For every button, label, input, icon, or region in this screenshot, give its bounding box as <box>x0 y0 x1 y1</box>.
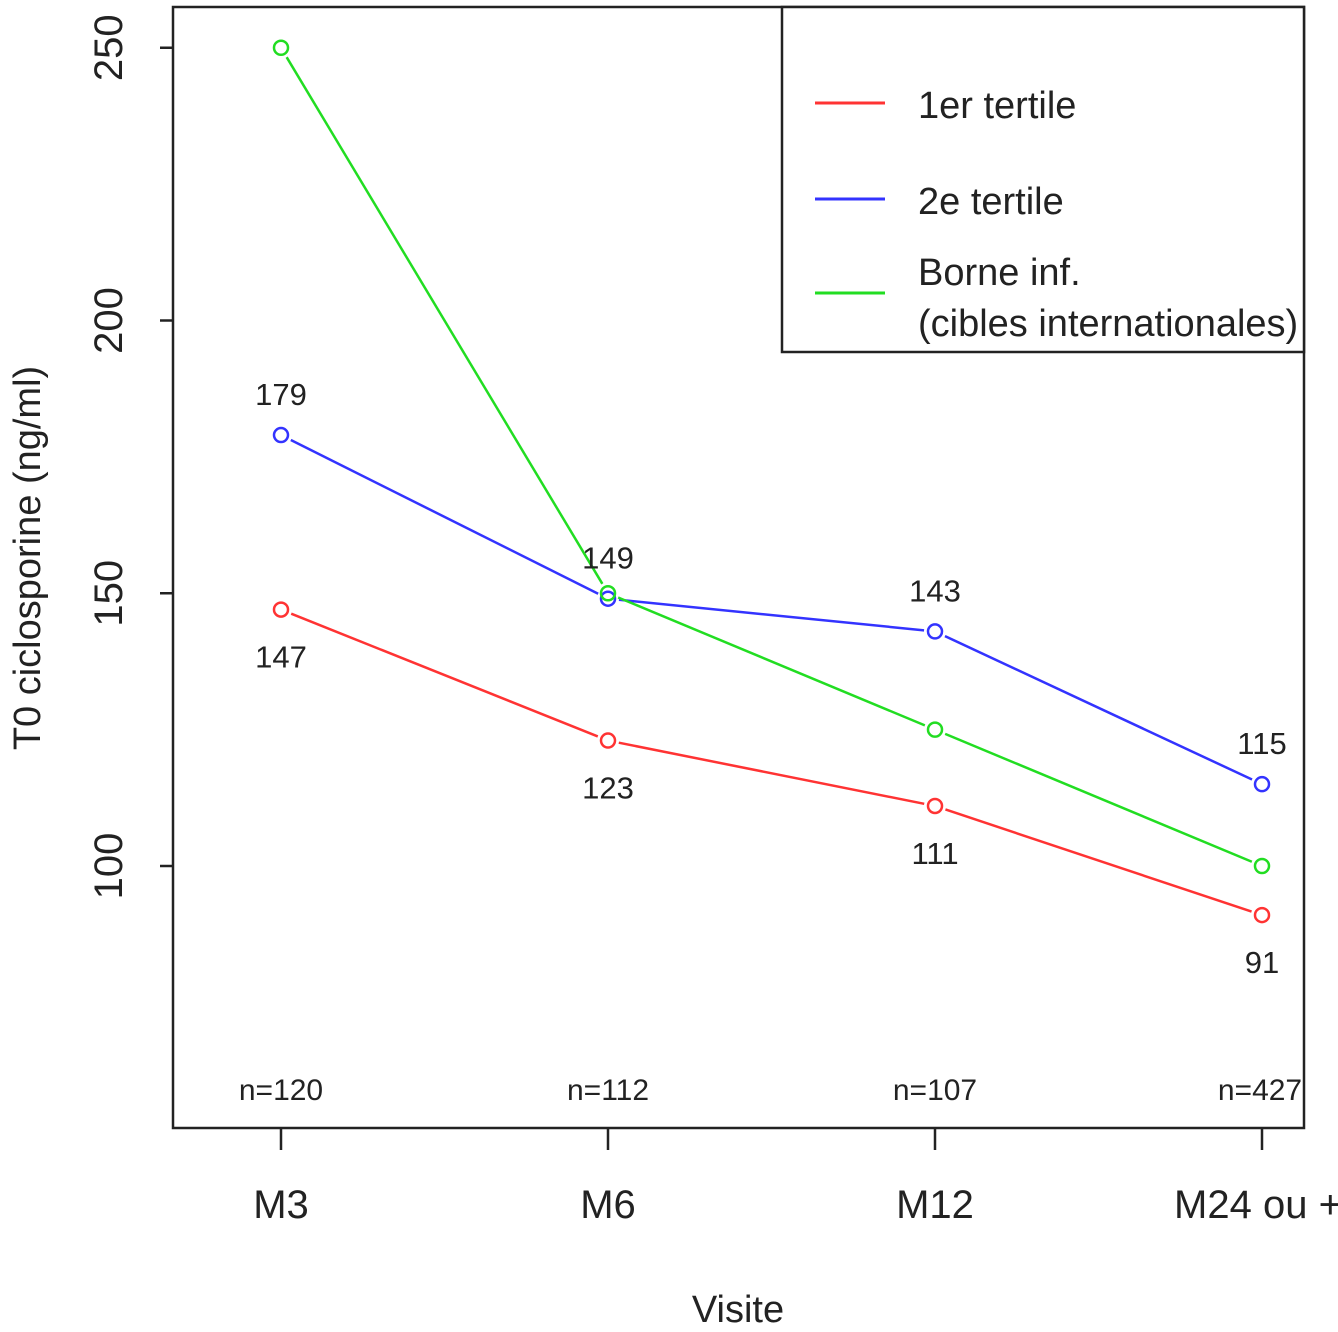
data-label-1er-tertile: 147 <box>255 640 307 675</box>
series-layer <box>272 39 1271 924</box>
x-tick-label: M6 <box>580 1183 636 1227</box>
legend-label-1er-tertile: 1er tertile <box>918 85 1076 127</box>
legend-label-2e-tertile: 2e tertile <box>918 181 1064 223</box>
data-label-2e-tertile: 149 <box>582 541 634 576</box>
data-label-2e-tertile: 179 <box>255 377 307 412</box>
y-tick-label: 100 <box>87 833 131 900</box>
legend-label-borne-inf: Borne inf. <box>918 252 1081 294</box>
sample-size-label: n=120 <box>239 1074 323 1107</box>
series-line-2e-tertile <box>290 438 599 595</box>
data-point-2e-tertile <box>599 590 617 607</box>
sample-size-labels: n=120 n=112 n=107 n=427 <box>239 1074 1302 1107</box>
series-line-2e-tertile <box>944 634 1253 781</box>
x-axis-title: Visite <box>692 1289 784 1331</box>
data-point-borne-inf <box>599 585 617 602</box>
data-point-1er-tertile <box>926 797 944 815</box>
series-line-1er-tertile <box>618 741 925 806</box>
data-label-2e-tertile: 115 <box>1237 726 1286 761</box>
data-point-1er-tertile <box>1253 906 1271 924</box>
data-point-2e-tertile <box>272 426 290 444</box>
x-tick-label: M12 <box>896 1183 974 1227</box>
data-labels: 147 123 111 91 179 149 143 115 <box>255 377 1287 980</box>
data-label-2e-tertile: 143 <box>909 573 961 608</box>
plot-frame <box>171 5 1306 1130</box>
series-line-borne-inf <box>285 56 604 585</box>
y-axis: 100 150 200 250 <box>87 14 173 899</box>
x-tick-label: M3 <box>253 1183 309 1227</box>
y-tick-label: 200 <box>87 287 131 354</box>
data-point-1er-tertile <box>599 732 617 749</box>
data-point-borne-inf <box>1253 857 1271 875</box>
y-tick-label: 250 <box>87 14 131 81</box>
y-tick-label: 150 <box>87 560 131 627</box>
series-line-1er-tertile <box>945 808 1252 913</box>
x-axis: M3 M6 M12 M24 ou + <box>253 1128 1338 1227</box>
legend-label-borne-inf-line2: (cibles internationales) <box>918 303 1298 345</box>
series-line-borne-inf <box>617 596 926 727</box>
data-point-borne-inf <box>926 721 944 738</box>
series-line-2e-tertile <box>618 598 925 632</box>
legend: 1er tertile 2e tertile Borne inf. (cible… <box>780 5 1306 354</box>
data-label-1er-tertile: 123 <box>582 771 634 806</box>
sample-size-label: n=112 <box>567 1074 649 1107</box>
sample-size-label: n=107 <box>893 1074 977 1107</box>
y-axis-title: T0 ciclosporine (ng/ml) <box>7 366 49 750</box>
data-point-1er-tertile <box>272 601 290 618</box>
sample-size-label: n=427 <box>1218 1074 1302 1107</box>
series-line-borne-inf <box>944 732 1253 863</box>
data-point-2e-tertile <box>926 623 944 640</box>
legend-box <box>780 5 1306 354</box>
series-line-1er-tertile <box>290 612 599 738</box>
data-label-1er-tertile: 91 <box>1245 945 1279 980</box>
data-label-1er-tertile: 111 <box>911 836 958 871</box>
data-point-borne-inf <box>272 39 290 56</box>
x-tick-label: M24 ou + <box>1174 1183 1338 1227</box>
data-point-2e-tertile <box>1253 775 1271 793</box>
